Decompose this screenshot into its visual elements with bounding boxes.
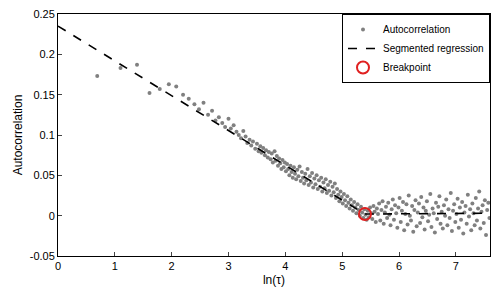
- svg-text:7: 7: [453, 260, 459, 272]
- svg-text:0.25: 0.25: [33, 8, 54, 20]
- svg-text:Breakpoint: Breakpoint: [383, 62, 431, 73]
- svg-text:Segmented regression: Segmented regression: [383, 43, 484, 54]
- svg-text:0.1: 0.1: [40, 129, 55, 141]
- svg-text:6: 6: [396, 260, 402, 272]
- svg-text:2: 2: [169, 260, 175, 272]
- svg-text:3: 3: [225, 260, 231, 272]
- svg-text:-0.05: -0.05: [30, 250, 55, 262]
- svg-text:5: 5: [339, 260, 345, 272]
- svg-text:0.2: 0.2: [40, 48, 55, 60]
- svg-text:1: 1: [112, 260, 118, 272]
- svg-text:ln(τ): ln(τ): [263, 273, 285, 287]
- svg-text:0.05: 0.05: [33, 169, 54, 181]
- svg-text:4: 4: [282, 260, 288, 272]
- svg-text:0: 0: [55, 260, 61, 272]
- svg-text:0.15: 0.15: [33, 89, 54, 101]
- svg-text:Autocorrelation: Autocorrelation: [11, 95, 25, 176]
- svg-text:0: 0: [49, 210, 55, 222]
- svg-text:Autocorrelation: Autocorrelation: [383, 24, 450, 35]
